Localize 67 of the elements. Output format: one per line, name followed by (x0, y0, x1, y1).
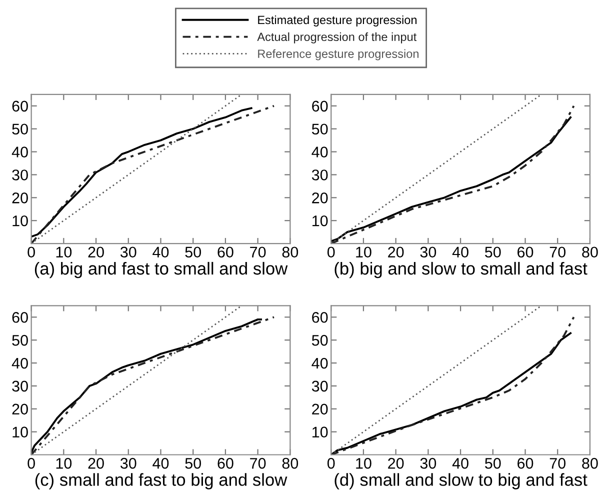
x-tick-label: 60 (218, 458, 234, 469)
y-tick-label: 30 (12, 170, 28, 180)
y-tick-label: 10 (312, 215, 328, 226)
x-tick-label: 0 (327, 246, 335, 258)
x-tick-label: 70 (550, 246, 566, 258)
x-tick-label: 10 (56, 246, 72, 258)
y-tick-label: 40 (312, 146, 328, 158)
y-tick-label: 20 (12, 192, 28, 204)
x-axis-title: (a) big and fast to small and slow (34, 262, 288, 278)
text: Estimated gesture progression (258, 15, 416, 26)
x-tick-label: 10 (356, 458, 372, 469)
x-tick-label: 60 (518, 458, 534, 469)
x-tick-label: 80 (582, 246, 598, 258)
text: Reference gesture progression (258, 49, 418, 60)
y-tick-label: 40 (312, 358, 328, 369)
x-tick-label: 30 (420, 246, 436, 258)
x-tick-label: 20 (88, 458, 104, 469)
x-tick-label: 30 (120, 246, 136, 258)
x-tick-label: 10 (56, 458, 72, 469)
x-tick-label: 60 (218, 246, 234, 258)
y-tick-label: 10 (12, 215, 28, 226)
x-tick-label: 20 (388, 246, 404, 258)
x-axis-title: (b) big and slow to small and fast (334, 262, 588, 278)
x-tick-label: 50 (485, 246, 501, 258)
x-tick-label: 80 (282, 458, 298, 469)
y-tick-label: 10 (12, 426, 28, 438)
x-tick-label: 70 (250, 246, 266, 258)
x-tick-label: 50 (185, 458, 201, 469)
x-tick-label: 50 (485, 458, 501, 469)
y-tick-label: 60 (12, 100, 28, 112)
x-tick-label: 0 (28, 458, 35, 469)
x-tick-label: 0 (327, 458, 335, 469)
text: Actual progression of the input (257, 32, 417, 44)
y-tick-label: 60 (312, 312, 328, 323)
x-tick-label: 40 (152, 458, 169, 469)
x-tick-label: 70 (550, 458, 566, 469)
y-tick-label: 20 (312, 404, 328, 415)
y-tick-label: 20 (312, 192, 328, 204)
y-tick-label: 50 (312, 124, 328, 135)
y-tick-label: 60 (312, 100, 328, 112)
y-tick-label: 30 (312, 170, 328, 180)
y-tick-label: 60 (12, 312, 28, 323)
x-tick-label: 20 (388, 458, 404, 469)
x-tick-label: 80 (582, 458, 598, 469)
y-tick-label: 30 (12, 380, 28, 392)
x-tick-label: 40 (152, 246, 169, 258)
x-tick-label: 50 (185, 246, 201, 258)
x-tick-label: 10 (356, 246, 372, 258)
y-tick-label: 50 (12, 334, 28, 346)
x-tick-label: 30 (420, 458, 436, 469)
y-tick-label: 50 (312, 334, 328, 346)
x-axis-title: (d) small and slow to big and fast (334, 473, 588, 490)
x-tick-label: 60 (518, 246, 534, 258)
x-tick-label: 70 (250, 458, 266, 469)
y-tick-label: 40 (12, 146, 28, 158)
x-tick-label: 0 (28, 246, 35, 258)
x-tick-label: 40 (452, 458, 468, 469)
y-tick-label: 20 (12, 404, 28, 415)
x-tick-label: 20 (88, 246, 104, 258)
y-tick-label: 50 (12, 124, 28, 135)
y-tick-label: 10 (312, 426, 328, 438)
x-tick-label: 30 (120, 458, 136, 469)
x-tick-label: 80 (282, 246, 298, 258)
x-tick-label: 40 (452, 246, 468, 258)
y-tick-label: 30 (312, 380, 328, 392)
y-tick-label: 40 (12, 358, 28, 369)
x-axis-title: (c) small and fast to big and slow (35, 473, 288, 490)
